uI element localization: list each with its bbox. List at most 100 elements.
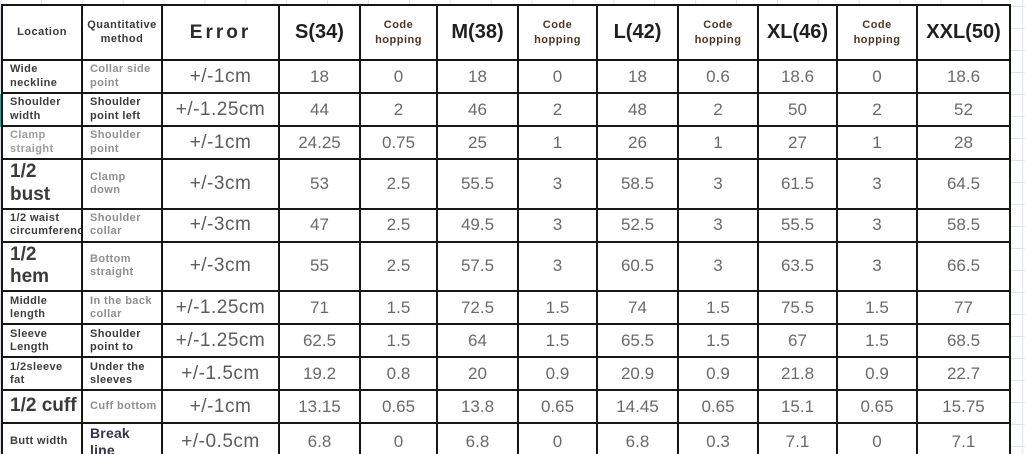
- size-value-cell: 44: [278, 92, 361, 127]
- location-cell: Clamp straight: [1, 125, 83, 160]
- column-header-size-xl: XL(46): [757, 4, 838, 61]
- size-value-cell: 55.5: [757, 207, 838, 243]
- column-header-size-l: L(42): [596, 4, 679, 61]
- size-value-cell: 77: [916, 290, 1011, 326]
- code-hopping-cell: 0.9: [677, 356, 759, 392]
- method-cell: Collar side point: [81, 59, 163, 94]
- code-hopping-cell: 0.65: [677, 389, 759, 425]
- method-cell: Clamp down: [81, 158, 163, 210]
- column-header-size-s: S(34): [278, 4, 361, 61]
- size-value-cell: 52.5: [596, 207, 679, 243]
- table-row: Shoulder width Shoulder point left +/-1.25…: [1, 92, 1011, 127]
- size-value-cell: 72.5: [436, 290, 519, 326]
- size-value-cell: 13.8: [436, 389, 519, 425]
- column-header-error: Error: [161, 4, 280, 61]
- error-cell: +/-1cm: [161, 125, 280, 160]
- size-value-cell: 47: [278, 207, 361, 243]
- code-hopping-cell: 0: [517, 59, 598, 94]
- method-cell: Shoulder point to: [81, 323, 163, 359]
- code-hopping-cell: 1.5: [677, 323, 759, 359]
- code-hopping-cell: 0.6: [677, 59, 759, 94]
- code-hopping-cell: 1.5: [517, 323, 598, 359]
- code-hopping-cell: 0: [517, 422, 598, 454]
- code-hopping-cell: 0.65: [836, 389, 918, 425]
- column-header-method: Quantitative method: [81, 4, 163, 61]
- size-value-cell: 65.5: [596, 323, 679, 359]
- location-cell: Middle length: [1, 290, 83, 326]
- size-value-cell: 15.75: [916, 389, 1011, 425]
- size-value-cell: 55.5: [436, 158, 519, 210]
- location-cell: 1/2sleeve fat: [1, 356, 83, 392]
- code-hopping-cell: 3: [517, 207, 598, 243]
- size-value-cell: 57.5: [436, 240, 519, 293]
- location-cell: 1/2 hem: [1, 240, 83, 293]
- column-header-location: Location: [1, 4, 83, 61]
- code-hopping-cell: 0.65: [517, 389, 598, 425]
- size-value-cell: 6.8: [596, 422, 679, 454]
- code-hopping-cell: 0.75: [359, 125, 438, 160]
- table-header: Location Quantitative method Error S(34)…: [1, 4, 1011, 61]
- size-value-cell: 20: [436, 356, 519, 392]
- size-value-cell: 55: [278, 240, 361, 293]
- location-cell: Shoulder width: [1, 92, 83, 127]
- size-value-cell: 61.5: [757, 158, 838, 210]
- size-value-cell: 67: [757, 323, 838, 359]
- table-body: Wide neckline Collar side point +/-1cm 18 0 1…: [1, 59, 1011, 454]
- code-hopping-cell: 2: [677, 92, 759, 127]
- error-cell: +/-1.25cm: [161, 290, 280, 326]
- code-hopping-cell: 3: [517, 158, 598, 210]
- code-hopping-cell: 1: [836, 125, 918, 160]
- table-row: Sleeve Length Shoulder point to +/-1.25cm 6…: [1, 323, 1011, 359]
- size-value-cell: 22.7: [916, 356, 1011, 392]
- size-value-cell: 14.45: [596, 389, 679, 425]
- size-chart-table: Location Quantitative method Error S(34)…: [1, 4, 1011, 454]
- location-cell: 1/2 cuff: [1, 389, 83, 425]
- size-value-cell: 26: [596, 125, 679, 160]
- error-cell: +/-3cm: [161, 240, 280, 293]
- size-value-cell: 18: [596, 59, 679, 94]
- code-hopping-cell: 0: [836, 422, 918, 454]
- size-value-cell: 13.15: [278, 389, 361, 425]
- table-row: 1/2sleeve fat Under the sleeves +/-1.5cm 19…: [1, 356, 1011, 392]
- error-cell: +/-1cm: [161, 59, 280, 94]
- error-cell: +/-3cm: [161, 158, 280, 210]
- method-cell: Cuff bottom: [81, 389, 163, 425]
- size-value-cell: 64.5: [916, 158, 1011, 210]
- size-value-cell: 63.5: [757, 240, 838, 293]
- method-cell: Under the sleeves: [81, 356, 163, 392]
- size-value-cell: 18: [278, 59, 361, 94]
- method-cell: Shoulder collar: [81, 207, 163, 243]
- table-row: 1/2 waist circumferenceShoulder collar+/…: [1, 207, 1011, 243]
- code-hopping-cell: 1.5: [359, 290, 438, 326]
- code-hopping-cell: 3: [836, 207, 918, 243]
- method-cell: In the back collar: [81, 290, 163, 326]
- size-value-cell: 50: [757, 92, 838, 127]
- size-value-cell: 21.8: [757, 356, 838, 392]
- size-value-cell: 75.5: [757, 290, 838, 326]
- size-value-cell: 58.5: [596, 158, 679, 210]
- code-hopping-cell: 0.65: [359, 389, 438, 425]
- error-cell: +/-1.5cm: [161, 356, 280, 392]
- size-value-cell: 60.5: [596, 240, 679, 293]
- size-value-cell: 52: [916, 92, 1011, 127]
- column-header-code-hopping: Code hopping: [359, 4, 438, 61]
- size-value-cell: 24.25: [278, 125, 361, 160]
- code-hopping-cell: 0.9: [836, 356, 918, 392]
- code-hopping-cell: 0: [359, 59, 438, 94]
- code-hopping-cell: 0.9: [517, 356, 598, 392]
- method-cell: Break line: [81, 422, 163, 454]
- column-header-code-hopping: Code hopping: [517, 4, 598, 61]
- error-cell: +/-3cm: [161, 207, 280, 243]
- size-value-cell: 15.1: [757, 389, 838, 425]
- size-value-cell: 7.1: [916, 422, 1011, 454]
- error-cell: +/-1cm: [161, 389, 280, 425]
- code-hopping-cell: 1: [517, 125, 598, 160]
- table-row: 1/2 bust Clamp down +/-3cm 53 2.5 55.5 3 58.5 3 6…: [1, 158, 1011, 210]
- location-cell: Sleeve Length: [1, 323, 83, 359]
- size-value-cell: 58.5: [916, 207, 1011, 243]
- code-hopping-cell: 1.5: [836, 290, 918, 326]
- size-value-cell: 64: [436, 323, 519, 359]
- method-cell: Bottom straight: [81, 240, 163, 293]
- code-hopping-cell: 0: [836, 59, 918, 94]
